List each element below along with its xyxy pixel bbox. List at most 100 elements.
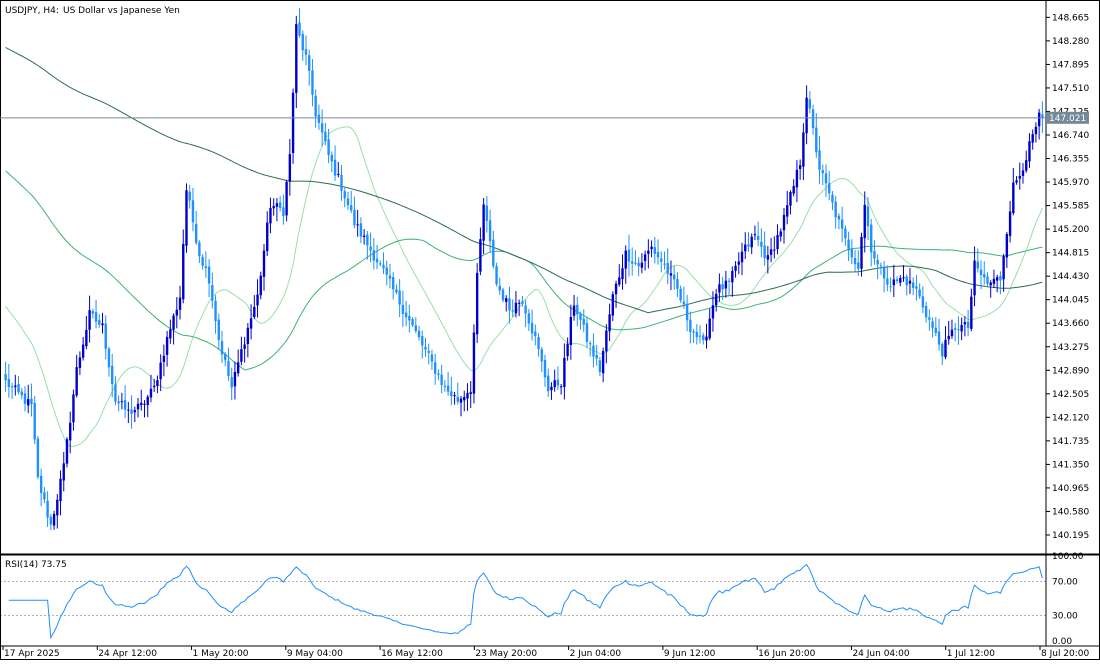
candle-body (931, 321, 934, 328)
price-tick-label: 146.355 (1052, 155, 1089, 165)
candle-body (472, 332, 476, 394)
candle-body (1015, 180, 1018, 183)
candle-body (333, 159, 337, 176)
candle (721, 276, 724, 300)
candle-body (110, 365, 114, 384)
candle-body (798, 165, 802, 169)
candle (601, 347, 605, 383)
candle (433, 353, 437, 385)
candle (821, 164, 824, 186)
candle-body (130, 409, 133, 414)
candle (49, 513, 53, 531)
candle-body (514, 302, 518, 314)
rsi-layer (0, 563, 1046, 640)
candle (56, 494, 59, 529)
candle-body (882, 267, 886, 279)
candle (59, 470, 62, 516)
candle (953, 322, 957, 342)
candle (779, 228, 782, 242)
candle (860, 232, 863, 277)
candle (30, 383, 33, 417)
candle (421, 330, 424, 359)
candle-body (140, 402, 143, 406)
time-tick-label: 1 May 20:00 (193, 649, 249, 659)
price-tick-label: 141.350 (1052, 460, 1089, 470)
candle (501, 287, 505, 303)
candle (269, 197, 272, 234)
candle (23, 386, 27, 412)
candle (450, 376, 453, 406)
candle-body (146, 396, 149, 406)
candle-body (941, 344, 944, 357)
candle (957, 316, 960, 345)
candle (220, 330, 224, 363)
candle (582, 309, 585, 333)
candle-layer (4, 8, 1044, 531)
candle (246, 323, 250, 358)
candle (107, 346, 111, 377)
price-tick-label: 147.895 (1052, 60, 1089, 70)
candle-body (637, 262, 640, 267)
candle-body (194, 224, 198, 243)
candle-body (963, 322, 967, 325)
candle-body (692, 331, 695, 333)
chart-symbol-label: USDJPY, H4: (5, 6, 59, 16)
candle-body (840, 219, 844, 229)
candle (798, 159, 802, 180)
candle-body (630, 261, 634, 264)
candle-body (266, 222, 269, 252)
candle (540, 346, 543, 373)
candle (214, 294, 217, 334)
candle (576, 296, 579, 327)
candle-body (56, 499, 59, 516)
candle (718, 273, 721, 302)
candle-body (408, 315, 411, 321)
candle (14, 374, 17, 396)
moving-average-20-line (5, 126, 1043, 448)
candle-body (492, 239, 495, 267)
candle (359, 217, 363, 244)
candle (960, 317, 963, 341)
candle (120, 392, 124, 410)
candle-body (857, 262, 860, 269)
candle-body (175, 309, 178, 316)
price-tick-label: 148.280 (1052, 37, 1089, 47)
candle-body (740, 251, 744, 263)
candle-body (388, 275, 392, 279)
candle-body (143, 403, 146, 405)
candle (156, 375, 159, 394)
candle (314, 89, 317, 128)
candle-body (634, 262, 637, 264)
candle-body (369, 246, 372, 251)
candle-body (211, 285, 214, 301)
candle-body (895, 279, 899, 282)
candle (311, 59, 314, 107)
candle (401, 290, 405, 328)
candle (524, 299, 527, 328)
candle-body (453, 395, 456, 397)
candle-body (421, 336, 424, 346)
candle-body (805, 97, 808, 134)
candle (737, 252, 740, 275)
candle-body (698, 335, 702, 337)
candle (624, 245, 627, 284)
candle (689, 311, 692, 344)
candle-body (240, 349, 243, 362)
candle-body (934, 327, 938, 334)
candle-body (278, 202, 282, 209)
candle-body (873, 251, 876, 259)
candle-body (598, 360, 602, 373)
candle (337, 162, 340, 178)
candle-body (27, 399, 30, 406)
candle (608, 303, 611, 342)
candle-body (508, 298, 511, 311)
candle (1008, 200, 1012, 243)
candle (65, 437, 69, 468)
candle-body (647, 250, 650, 254)
candle-body (356, 224, 359, 226)
price-tick-label: 146.740 (1052, 131, 1089, 141)
candle-body (262, 250, 266, 277)
candle-body (443, 385, 447, 387)
